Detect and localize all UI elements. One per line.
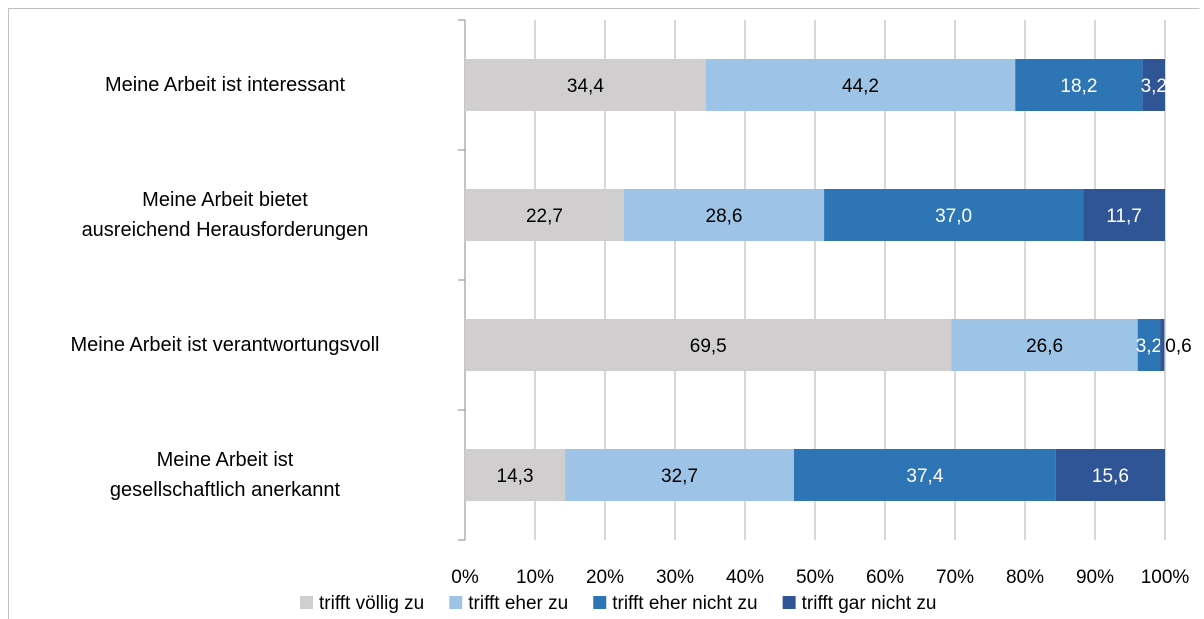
x-tick-label: 70% bbox=[936, 567, 974, 588]
value-label: 11,7 bbox=[1106, 206, 1142, 227]
x-tick-label: 0% bbox=[451, 567, 479, 588]
bar-segment bbox=[1137, 319, 1161, 371]
x-tick-label: 90% bbox=[1076, 567, 1114, 588]
x-tick-label: 50% bbox=[796, 567, 834, 588]
bar-segment bbox=[824, 189, 1084, 241]
category-label: Meine Arbeit ist interessant bbox=[104, 74, 346, 96]
value-label: 44,2 bbox=[842, 76, 879, 97]
x-tick-label: 10% bbox=[516, 567, 554, 588]
x-tick-label: 100% bbox=[1141, 567, 1190, 588]
bar-segment bbox=[1142, 59, 1165, 111]
value-label: 28,6 bbox=[706, 206, 743, 227]
x-tick-label: 20% bbox=[586, 567, 624, 588]
legend-swatch bbox=[782, 596, 796, 609]
bar-segment bbox=[465, 59, 706, 111]
chart-frame bbox=[8, 8, 1200, 619]
bar-segment bbox=[465, 189, 624, 241]
value-label: 34,4 bbox=[567, 76, 604, 97]
value-label: 18,2 bbox=[1060, 76, 1097, 97]
bar-segment bbox=[565, 449, 794, 501]
x-tick-label: 40% bbox=[726, 567, 764, 588]
bar-segment bbox=[794, 449, 1056, 501]
category-label: Meine Arbeit ist gesellschaftlich anerka… bbox=[109, 449, 341, 501]
value-label: 0,6 bbox=[1165, 336, 1191, 357]
value-label: 14,3 bbox=[497, 466, 534, 487]
bar-segment bbox=[705, 59, 1016, 111]
bar-segment bbox=[465, 449, 566, 501]
legend-label: trifft gar nicht zu bbox=[802, 593, 937, 614]
legend-swatch bbox=[449, 596, 463, 609]
bar-segment bbox=[623, 189, 825, 241]
x-tick-label: 30% bbox=[656, 567, 694, 588]
value-label: 69,5 bbox=[690, 336, 727, 357]
legend-swatch bbox=[593, 596, 607, 609]
value-label: 37,0 bbox=[935, 206, 972, 227]
value-label: 22,7 bbox=[526, 206, 563, 227]
value-label: 3,2 bbox=[1136, 336, 1162, 357]
value-label: 32,7 bbox=[661, 466, 698, 487]
legend-swatch bbox=[300, 596, 313, 609]
bar-segment bbox=[1055, 449, 1165, 501]
bar-segment bbox=[951, 319, 1138, 371]
category-label: Meine Arbeit bietet ausreichend Herausfo… bbox=[81, 189, 369, 241]
category-label: Meine Arbeit ist verantwortungsvoll bbox=[70, 334, 380, 356]
value-label: 26,6 bbox=[1026, 336, 1063, 357]
bar-segment bbox=[1015, 59, 1143, 111]
x-tick-label: 60% bbox=[866, 567, 904, 588]
value-label: 3,2 bbox=[1141, 76, 1167, 97]
value-label: 37,4 bbox=[906, 466, 943, 487]
bar-segment bbox=[1160, 319, 1165, 371]
value-label: 15,6 bbox=[1092, 466, 1129, 487]
bar-segment bbox=[465, 319, 952, 371]
legend-label: trifft eher zu bbox=[468, 593, 568, 614]
legend-label: trifft eher nicht zu bbox=[612, 593, 757, 614]
bar-segment bbox=[1083, 189, 1165, 241]
x-tick-label: 80% bbox=[1006, 567, 1044, 588]
legend-label: trifft völlig zu bbox=[319, 593, 424, 614]
